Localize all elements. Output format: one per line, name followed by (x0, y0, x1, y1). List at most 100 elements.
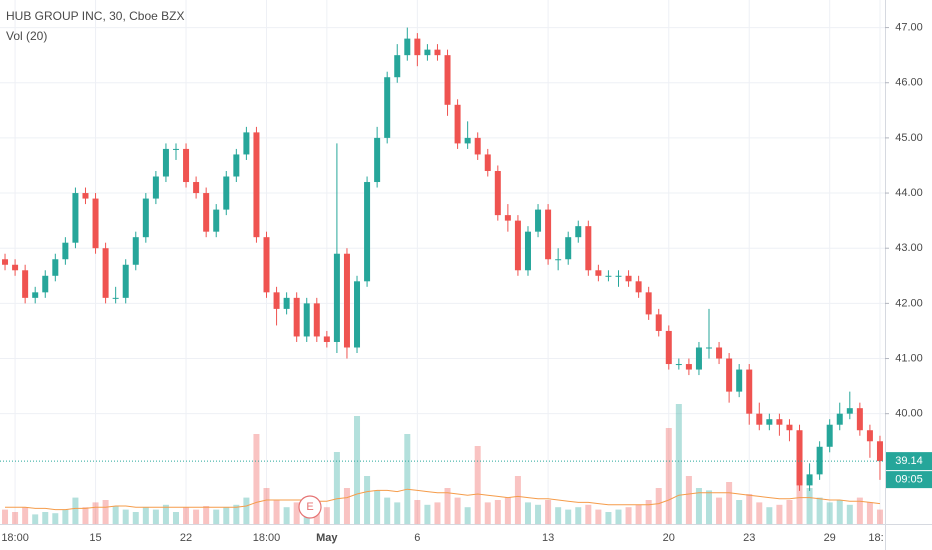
candle-body (22, 270, 29, 298)
volume-bar (645, 500, 652, 524)
y-tick-label: 45.00 (895, 132, 923, 144)
y-tick-label: 42.00 (895, 297, 923, 309)
candle-body (243, 132, 250, 155)
chart-title: HUB GROUP INC, 30, Cboe BZX (6, 9, 185, 23)
volume-bar (293, 502, 300, 524)
volume-bar (635, 504, 642, 524)
volume-bar (846, 504, 853, 524)
x-tick-label: 29 (824, 532, 836, 544)
y-tick-label: 44.00 (895, 187, 923, 199)
volume-bar (786, 500, 793, 524)
candle-body (233, 154, 240, 177)
volume-bar (655, 488, 662, 524)
volume-bar (172, 512, 179, 524)
volume-bar (555, 507, 562, 524)
volume-bar (323, 507, 330, 524)
candle-body (92, 198, 99, 249)
candle-body (444, 55, 451, 105)
indicator-label: Vol (20) (6, 29, 47, 43)
axes: 40.00 41.00 42.00 43.00 44.00 45.00 46.00 47.00… (1, 21, 932, 544)
candle-body (866, 430, 873, 442)
x-tick-label: 6 (414, 532, 420, 544)
volume-bar (374, 490, 381, 524)
earnings-label[interactable]: E (306, 501, 313, 513)
candle-body (524, 231, 531, 271)
volume-bar (524, 502, 531, 524)
volume-bar (876, 509, 883, 524)
candle-body (122, 264, 129, 298)
candle-body (172, 148, 179, 150)
candle-body (635, 281, 642, 293)
volume-bar (615, 509, 622, 524)
volume-bar (836, 500, 843, 524)
volume-bar (695, 488, 702, 524)
candle-body (766, 419, 773, 425)
volume-bar (203, 506, 210, 524)
candle-body (816, 446, 823, 475)
countdown-label: 09:05 (895, 474, 923, 486)
candle-body (685, 364, 692, 370)
volume-bar (333, 452, 340, 524)
candle-body (364, 182, 371, 282)
volume-pane (2, 404, 883, 524)
volume-bar (92, 502, 99, 524)
volume-bar (12, 512, 19, 524)
volume-bar (354, 416, 361, 524)
volume-bar (243, 497, 250, 524)
volume-bar (404, 434, 411, 524)
x-tick-label: 18: (868, 532, 883, 544)
candle-body (655, 314, 662, 331)
candle-body (726, 358, 733, 392)
candle-body (112, 297, 119, 299)
candle-body (836, 413, 843, 425)
candle-body (193, 182, 200, 194)
volume-bar (454, 497, 461, 524)
candles (0, 27, 885, 491)
volume-bar (102, 500, 109, 524)
volume-bar (32, 514, 39, 524)
candle-body (746, 369, 753, 414)
earnings-marker[interactable] (298, 495, 322, 519)
candle-body (283, 297, 290, 309)
candle-body (665, 330, 672, 365)
volume-bar (484, 502, 491, 524)
candle-body (142, 198, 149, 238)
candle-body (52, 259, 59, 276)
volume-bar (152, 509, 159, 524)
candle-body (323, 336, 330, 342)
volume-bar (746, 494, 753, 524)
volume-bar (605, 512, 612, 524)
candle-body (484, 154, 491, 171)
candle-body (645, 292, 652, 315)
candle-body (504, 215, 511, 221)
candle-body (152, 176, 159, 199)
candle-body (846, 408, 853, 414)
volume-bar (273, 500, 280, 524)
candle-body (183, 148, 190, 183)
volume-bar (364, 476, 371, 524)
volume-bar (565, 509, 572, 524)
x-tick-label: 18:00 (1, 532, 29, 544)
volume-bar (62, 509, 69, 524)
candle-body (384, 77, 391, 138)
volume-bar (776, 504, 783, 524)
volume-bar (685, 476, 692, 524)
candle-body (575, 226, 582, 238)
volume-bar (193, 509, 200, 524)
candle-body (293, 297, 300, 337)
volume-bar (806, 488, 813, 524)
candle-body (404, 38, 411, 56)
volume-bar (866, 502, 873, 524)
x-tick-label: 23 (743, 532, 755, 544)
candle-body (424, 49, 431, 56)
candle-body (595, 270, 602, 276)
candle-body (434, 49, 441, 56)
volume-bar (72, 497, 79, 524)
candle-body (454, 104, 461, 144)
volume-bar (263, 488, 270, 524)
volume-bar (223, 507, 230, 524)
volume-bar (132, 512, 139, 524)
volume-bar (343, 488, 350, 524)
